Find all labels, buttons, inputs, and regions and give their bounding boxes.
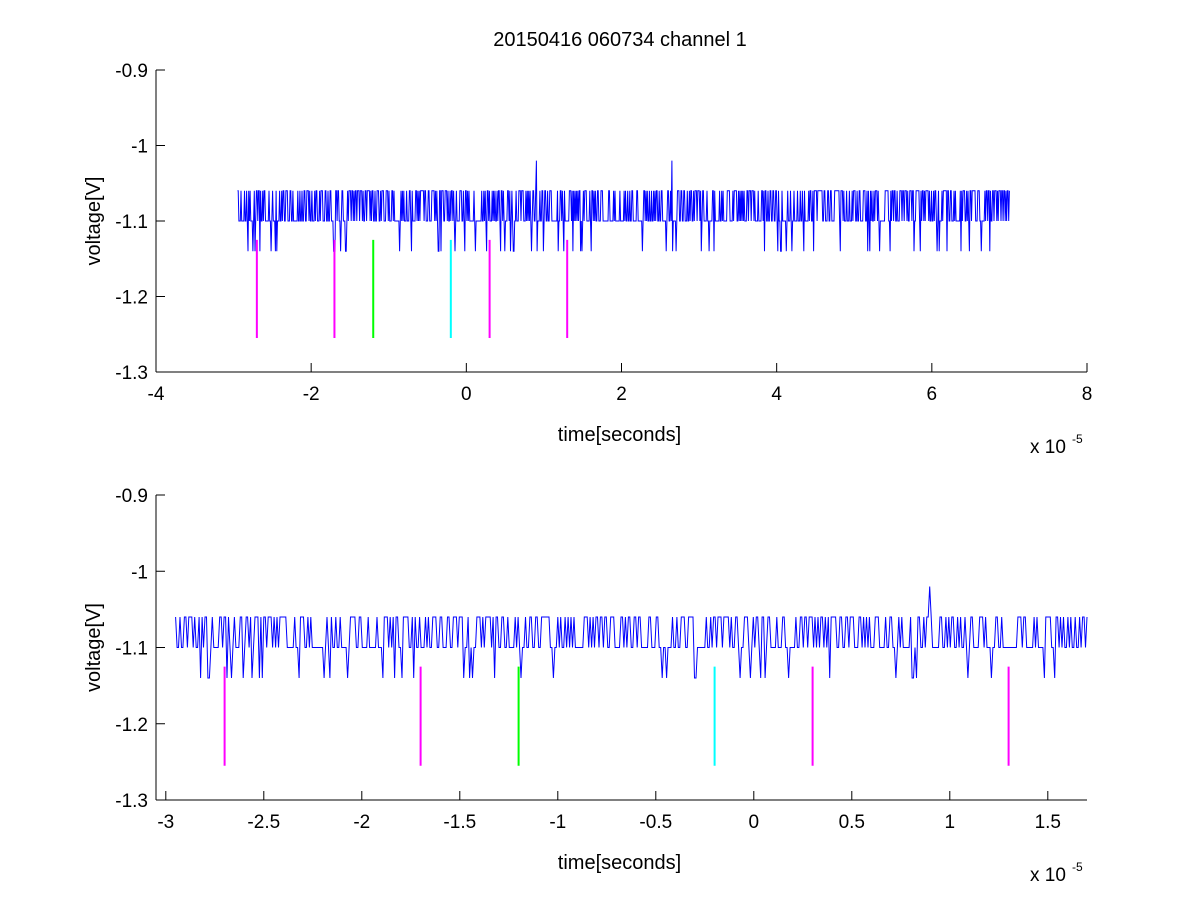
x-axis-label: time[seconds] xyxy=(558,424,681,446)
x-tick-label: -1 xyxy=(549,812,566,833)
x-tick-label: -2 xyxy=(303,384,320,405)
x-axis-label: time[seconds] xyxy=(558,852,681,874)
x-exponent-label: x 10 xyxy=(1030,865,1066,886)
y-tick-label: -1.1 xyxy=(115,639,148,660)
x-tick-label: 0.5 xyxy=(839,812,865,833)
y-tick-label: -1.3 xyxy=(115,363,148,384)
signal-trace xyxy=(237,160,1010,252)
y-tick-label: -1 xyxy=(131,562,148,583)
figure-title: 20150416 060734 channel 1 xyxy=(493,29,747,51)
x-tick-label: 4 xyxy=(771,384,782,405)
x-tick-label: 6 xyxy=(927,384,938,405)
x-tick-label: -4 xyxy=(148,384,165,405)
x-tick-label: -2 xyxy=(353,812,370,833)
top-plot: -4 -2 0 2 4 6 8 -0.9 -1 -1.1 -1.2 -1.3 time[seconds]… xyxy=(83,61,1092,458)
x-exponent-label: x 10 xyxy=(1030,437,1066,458)
y-tick-label: -1.1 xyxy=(115,212,148,233)
x-tick-label: -0.5 xyxy=(639,812,672,833)
y-tick-label: -1.2 xyxy=(115,288,148,309)
y-tick-label: -1 xyxy=(131,137,148,158)
x-tick-label: -1.5 xyxy=(443,812,476,833)
y-tick-label: -0.9 xyxy=(115,61,148,82)
y-axis-label: voltage[V] xyxy=(83,603,105,692)
x-exponent-power: -5 xyxy=(1072,432,1083,446)
x-tick-label: -3 xyxy=(157,812,174,833)
x-tick-label: 2 xyxy=(616,384,627,405)
signal-trace xyxy=(175,586,1088,679)
x-tick-label: -2.5 xyxy=(247,812,280,833)
x-tick-label: 0 xyxy=(749,812,760,833)
x-exponent-power: -5 xyxy=(1072,860,1083,874)
y-tick-label: -1.3 xyxy=(115,791,148,812)
x-tick-label: 1 xyxy=(945,812,956,833)
y-tick-label: -1.2 xyxy=(115,715,148,736)
x-tick-label: 8 xyxy=(1082,384,1093,405)
y-tick-label: -0.9 xyxy=(115,486,148,507)
y-axis-label: voltage[V] xyxy=(83,177,105,266)
x-tick-label: 0 xyxy=(461,384,472,405)
bottom-plot: -3 -2.5 -2 -1.5 -1 -0.5 0 0.5 1 1.5 -0.9 -1 -1.1 -1.2… xyxy=(83,486,1088,886)
x-tick-label: 1.5 xyxy=(1035,812,1061,833)
